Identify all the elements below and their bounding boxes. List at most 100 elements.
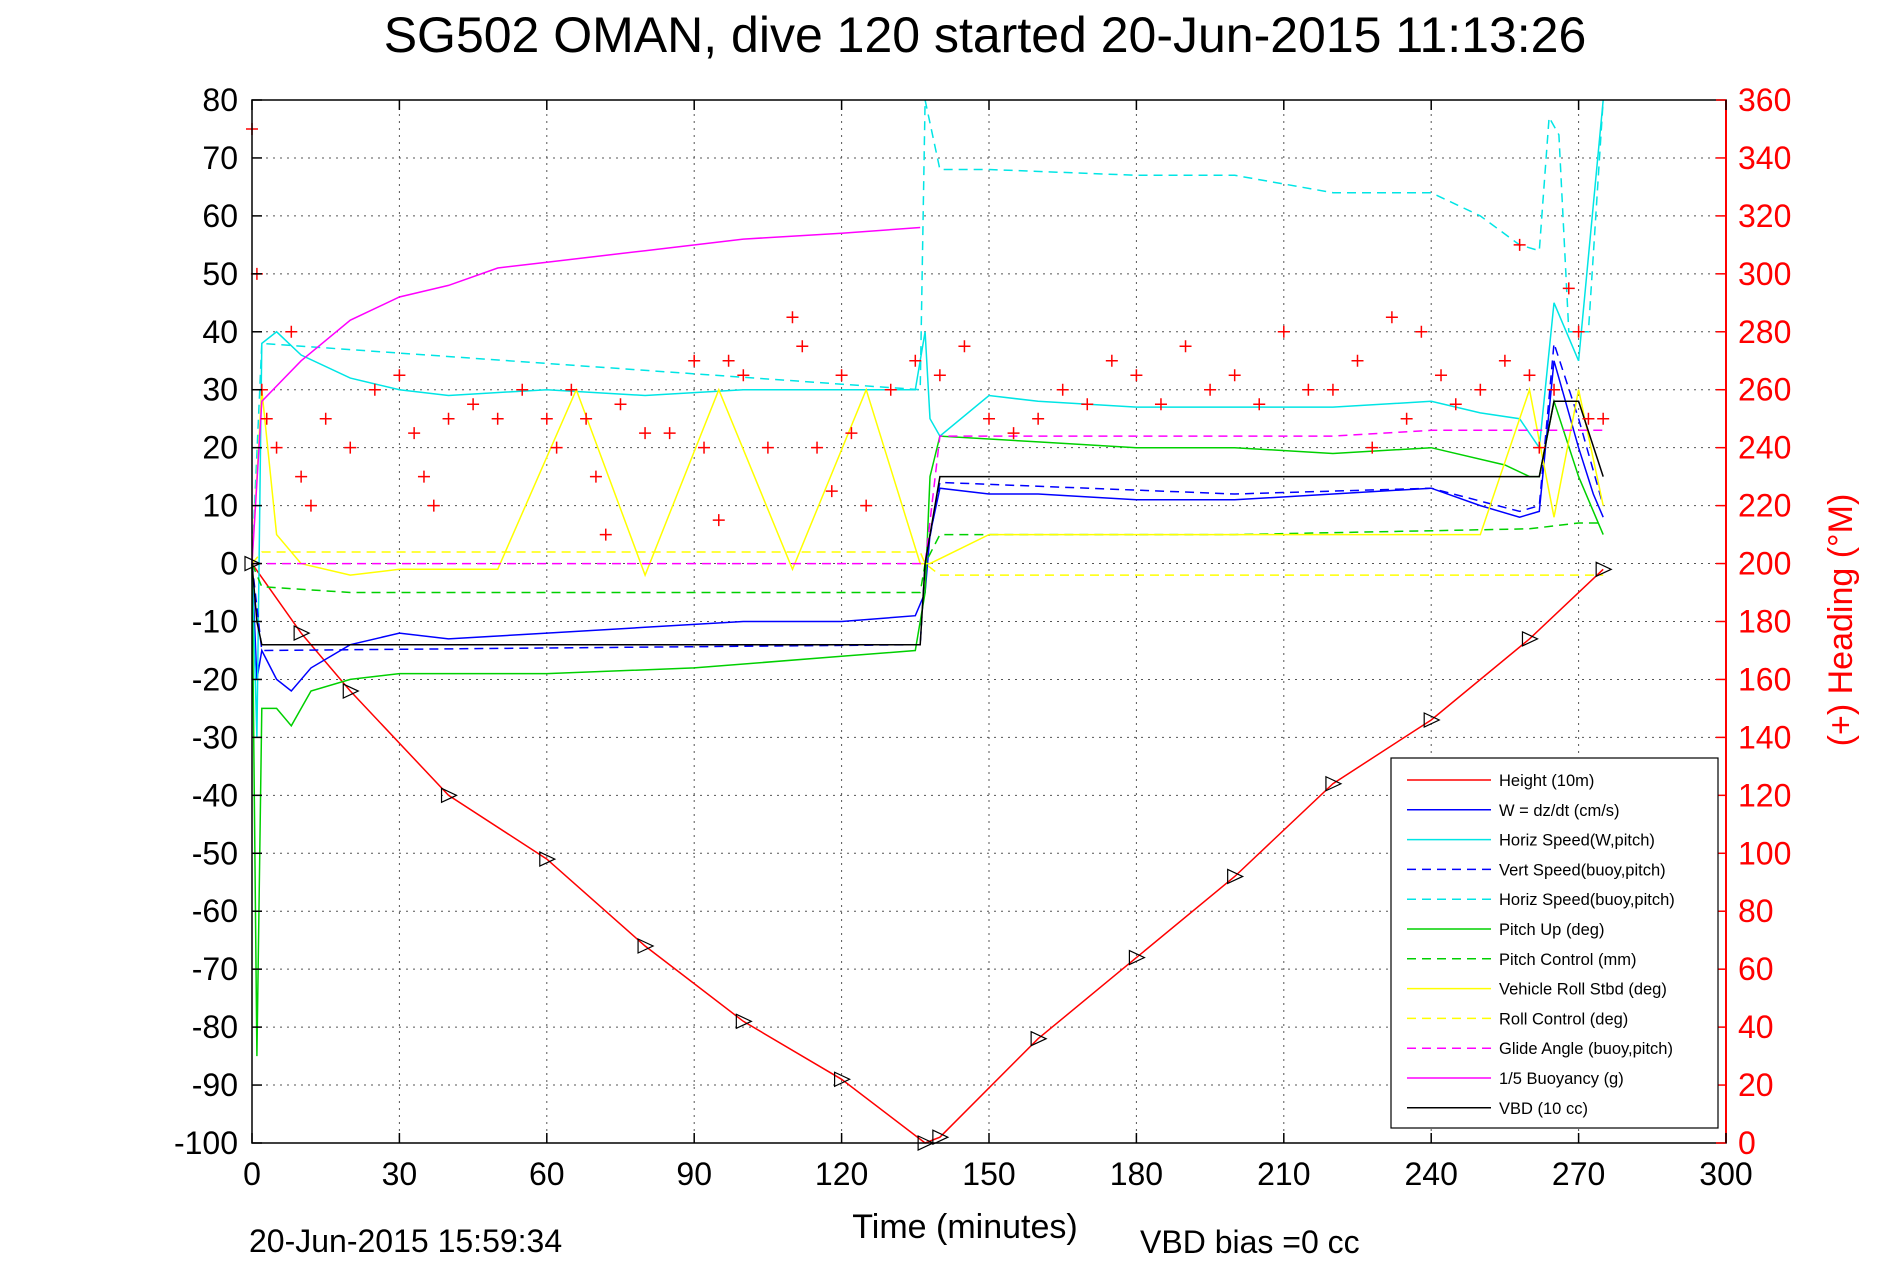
heading-marker <box>1597 412 1610 425</box>
left-tick-label: 80 <box>202 82 238 118</box>
height-marker <box>1030 1030 1048 1047</box>
x-tick-label: 150 <box>962 1156 1015 1192</box>
series-line <box>251 386 1604 578</box>
heading-marker <box>1548 383 1561 396</box>
heading-marker <box>1474 383 1487 396</box>
heading-marker <box>1562 282 1575 295</box>
heading-marker <box>589 470 602 483</box>
heading-marker <box>1435 369 1448 382</box>
series-line <box>251 551 1604 576</box>
series-line <box>251 99 1604 738</box>
left-tick-label: -10 <box>192 604 238 640</box>
legend-entry: Height (10m) <box>1499 772 1594 790</box>
heading-marker <box>565 383 578 396</box>
right-tick-label: 100 <box>1738 835 1791 871</box>
x-tick-label: 270 <box>1552 1156 1605 1192</box>
legend-entry: Roll Control (deg) <box>1499 1010 1628 1028</box>
heading-marker <box>599 528 612 541</box>
legend-entry: Vehicle Roll Stbd (deg) <box>1499 981 1667 999</box>
heading-marker <box>393 369 406 382</box>
heading-marker <box>614 398 627 411</box>
heading-marker <box>1179 340 1192 353</box>
heading-marker <box>1105 354 1118 367</box>
left-tick-label: -20 <box>192 661 238 697</box>
heading-marker <box>933 369 946 382</box>
right-axis-label: (+) Heading (°M) <box>1822 494 1860 747</box>
heading-marker <box>983 412 995 425</box>
right-tick-label: 340 <box>1738 140 1791 176</box>
heading-marker <box>639 427 652 440</box>
heading-marker <box>580 412 593 425</box>
legend-entry: Pitch Up (deg) <box>1499 921 1604 939</box>
heading-marker <box>796 340 809 353</box>
height-marker <box>342 683 360 699</box>
footer-timestamp: 20-Jun-2015 15:59:34 <box>249 1223 562 1259</box>
series-line <box>251 343 1604 652</box>
x-axis-label: Time (minutes) <box>852 1208 1077 1246</box>
heading-marker <box>958 340 971 353</box>
left-tick-label: 10 <box>202 488 238 524</box>
legend-entry: Horiz Speed(buoy,pitch) <box>1499 891 1675 909</box>
height-marker <box>932 1129 950 1146</box>
right-tick-label: 180 <box>1738 604 1791 640</box>
heading-marker <box>1007 427 1020 440</box>
legend-entry: Glide Angle (buoy,pitch) <box>1499 1040 1673 1058</box>
height-marker <box>1128 949 1146 966</box>
legend-entry: Horiz Speed(W,pitch) <box>1499 832 1655 850</box>
heading-marker <box>1228 369 1241 382</box>
x-tick-label: 210 <box>1257 1156 1310 1192</box>
heading-marker <box>344 441 357 454</box>
right-tick-label: 60 <box>1738 951 1774 987</box>
heading-marker <box>427 499 440 512</box>
heading-marker <box>1385 311 1398 324</box>
heading-marker <box>1582 412 1595 425</box>
height-marker <box>1227 868 1245 885</box>
height-marker <box>1325 775 1343 792</box>
heading-marker <box>1081 398 1094 411</box>
left-tick-label: 50 <box>202 256 238 292</box>
right-tick-label: 0 <box>1738 1125 1756 1161</box>
x-tick-label: 240 <box>1405 1156 1458 1192</box>
x-tick-label: 60 <box>529 1156 565 1192</box>
heading-marker <box>884 383 897 396</box>
left-tick-label: 70 <box>202 140 238 176</box>
heading-marker <box>1415 325 1428 338</box>
legend-entry: VBD (10 cc) <box>1499 1100 1588 1118</box>
heading-marker <box>1366 441 1379 454</box>
heading-marker <box>467 398 480 411</box>
series-line <box>252 429 1604 565</box>
left-tick-label: 30 <box>202 372 238 408</box>
heading-marker <box>550 441 563 454</box>
right-tick-label: 40 <box>1738 1009 1774 1045</box>
heading-marker <box>1326 383 1339 396</box>
x-tick-label: 180 <box>1110 1156 1163 1192</box>
right-tick-label: 140 <box>1738 719 1791 755</box>
chart-title: SG502 OMAN, dive 120 started 20-Jun-2015… <box>384 7 1587 63</box>
legend: Height (10m) W = dz/dt (cm/s) Horiz Speed(… <box>1390 757 1719 1129</box>
left-tick-label: 60 <box>202 198 238 234</box>
heading-marker <box>845 427 858 440</box>
height-marker <box>637 938 655 954</box>
heading-marker <box>417 470 430 483</box>
heading-marker <box>1130 369 1143 382</box>
heading-marker <box>712 514 725 527</box>
heading-marker <box>722 354 735 367</box>
heading-marker <box>368 383 381 396</box>
x-tick-label: 30 <box>382 1156 418 1192</box>
height-marker <box>539 851 557 868</box>
heading-marker <box>1572 325 1585 338</box>
height-marker <box>1423 712 1441 728</box>
heading-marker <box>1449 398 1462 411</box>
right-tick-label: 80 <box>1738 893 1774 929</box>
right-tick-label: 200 <box>1738 546 1791 582</box>
left-tick-label: -60 <box>192 893 238 929</box>
x-tick-label: 90 <box>676 1156 712 1192</box>
right-tick-label: 20 <box>1738 1067 1774 1103</box>
legend-entry: Pitch Control (mm) <box>1499 951 1637 969</box>
heading-marker <box>304 499 317 512</box>
series-line <box>251 400 1604 646</box>
left-tick-label: -70 <box>192 951 238 987</box>
right-tick-label: 240 <box>1738 430 1791 466</box>
